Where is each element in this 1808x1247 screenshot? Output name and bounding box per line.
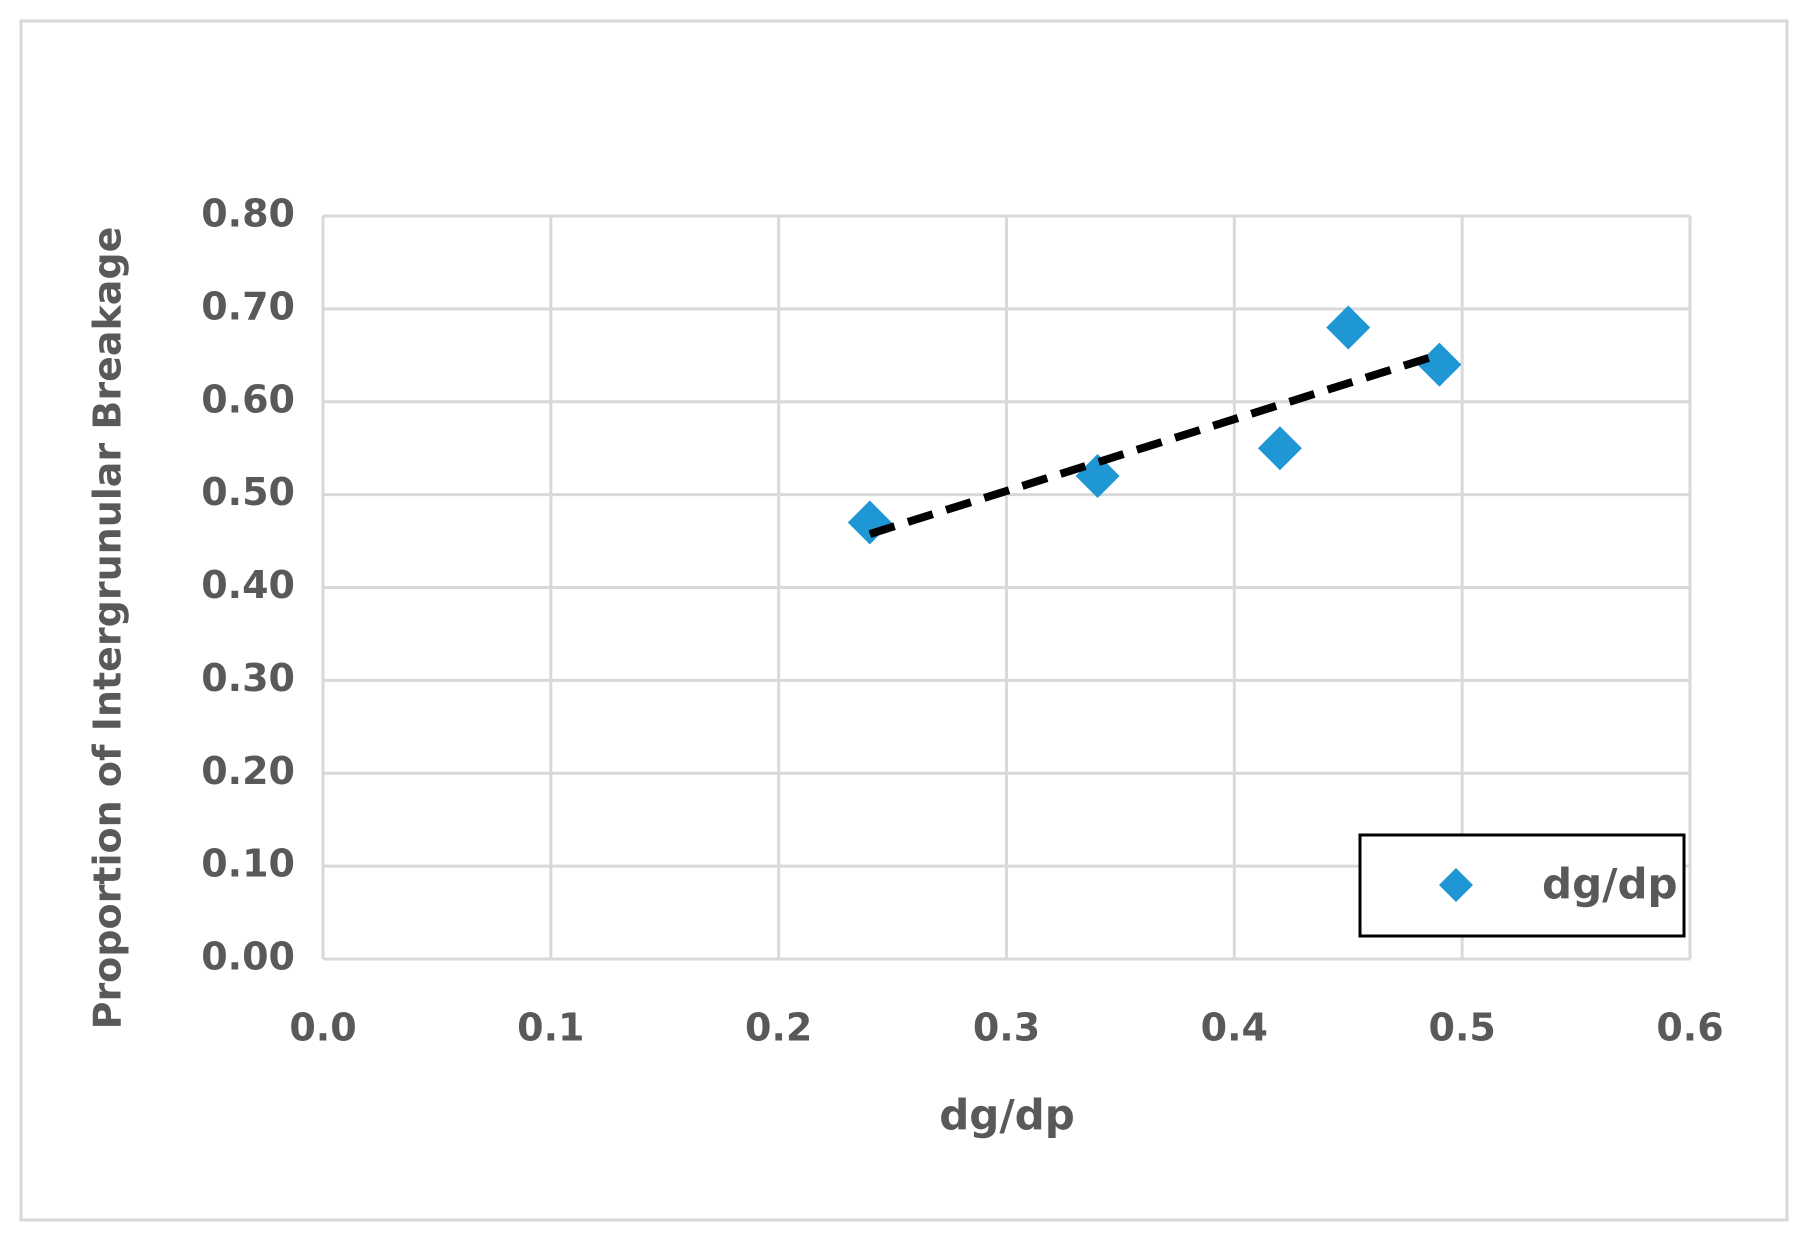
scatter-point: [1257, 426, 1302, 471]
y-tick-label: 0.40: [201, 563, 295, 607]
y-tick-label: 0.20: [201, 749, 295, 793]
y-tick-label: 0.10: [201, 842, 295, 886]
y-tick-label: 0.80: [201, 192, 295, 236]
y-tick-label: 0.70: [201, 284, 295, 328]
x-tick-label: 0.5: [1429, 1006, 1496, 1050]
scatter-point: [1326, 305, 1371, 350]
scatter-point: [1417, 342, 1462, 387]
x-tick-label: 0.2: [745, 1006, 812, 1050]
legend-label: dg/dp: [1542, 860, 1678, 909]
y-tick-label: 0.30: [201, 656, 295, 700]
chart-border: [19, 19, 1789, 1222]
y-axis-label: Proportion of Intergrunular Breakage: [86, 227, 130, 1030]
legend-box: [1358, 833, 1686, 938]
x-axis-label: dg/dp: [939, 1091, 1075, 1140]
x-tick-label: 0.1: [517, 1006, 584, 1050]
y-tick-label: 0.00: [201, 935, 295, 979]
scatter-point: [1075, 454, 1120, 499]
x-tick-label: 0.3: [973, 1006, 1040, 1050]
y-tick-label: 0.50: [201, 470, 295, 514]
x-tick-label: 0.0: [289, 1006, 356, 1050]
legend-marker: [1439, 868, 1473, 902]
x-tick-label: 0.4: [1201, 1006, 1268, 1050]
trendline: [868, 350, 1441, 538]
x-tick-label: 0.6: [1656, 1006, 1723, 1050]
y-tick-label: 0.60: [201, 377, 295, 421]
